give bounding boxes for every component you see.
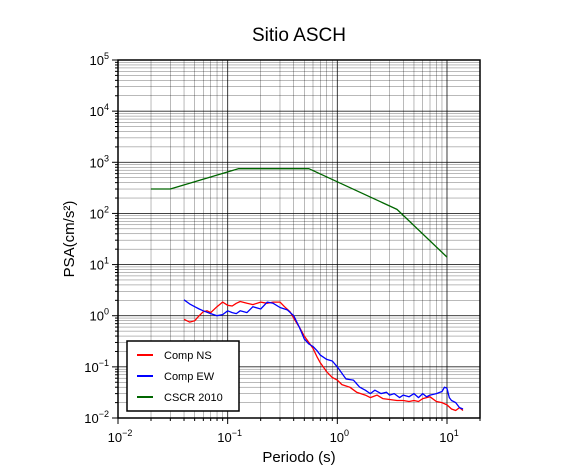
x-tick-label: 100 xyxy=(330,428,349,445)
legend: Comp NS Comp EW CSCR 2010 xyxy=(126,340,240,412)
y-tick-label: 104 xyxy=(90,102,109,119)
legend-label: Comp NS xyxy=(164,350,212,362)
x-tick-label: 10−1 xyxy=(217,428,242,445)
x-tick-label: 101 xyxy=(439,428,458,445)
y-tick-label: 10−2 xyxy=(84,409,109,426)
series-layer xyxy=(151,168,464,412)
x-axis-label: Periodo (s) xyxy=(262,449,335,466)
y-tick-label: 100 xyxy=(90,307,109,324)
series-line-1 xyxy=(183,300,464,412)
series-line-2 xyxy=(183,299,464,410)
chart-title: Sitio ASCH xyxy=(252,25,346,46)
plot-frame xyxy=(117,59,481,419)
x-tick-label: 10−2 xyxy=(108,428,133,445)
ticks: 10−2 10−1 100 101 10−2 10−1 100 101 102 103 104 105 xyxy=(84,51,481,445)
legend-label: Comp EW xyxy=(164,371,215,383)
y-tick-label: 103 xyxy=(90,153,109,170)
grid xyxy=(117,59,481,419)
legend-label: CSCR 2010 xyxy=(164,392,223,404)
y-tick-label: 101 xyxy=(90,256,109,273)
y-tick-label: 105 xyxy=(90,51,109,68)
y-axis-label: PSA(cm/s²) xyxy=(61,201,78,278)
y-tick-label: 102 xyxy=(90,204,109,221)
y-tick-label: 10−1 xyxy=(84,358,109,375)
series-line-3 xyxy=(151,168,448,258)
